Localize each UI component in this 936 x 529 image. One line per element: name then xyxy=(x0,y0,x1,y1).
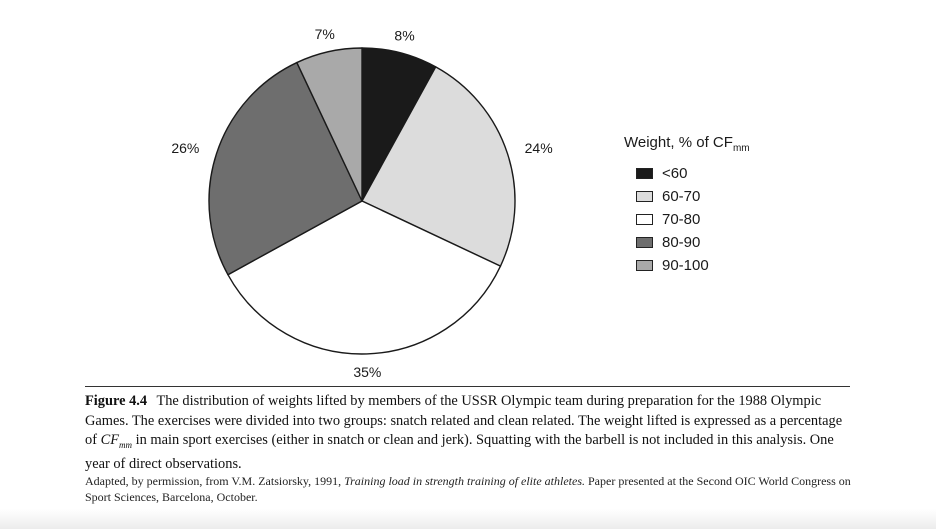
source-text-start: Adapted, by permission, from V.M. Zatsio… xyxy=(85,474,345,488)
legend-item-1: 60-70 xyxy=(624,185,750,208)
source-note: Adapted, by permission, from V.M. Zatsio… xyxy=(85,474,853,505)
pie-slice-3 xyxy=(208,61,363,276)
legend-swatch-4 xyxy=(636,260,653,271)
pie-chart: 8% 24% 35% 26% 7% xyxy=(171,26,553,380)
page-bottom-shadow xyxy=(0,509,936,529)
source-title: Training load in strength training of el… xyxy=(344,474,585,488)
legend-item-3: 80-90 xyxy=(624,231,750,254)
pie-slice-4 xyxy=(296,47,363,202)
source-text-end: Paper presented at the Second OIC World … xyxy=(85,474,851,504)
legend-item-0: <60 xyxy=(624,162,750,185)
chart-legend: Weight, % of CFmm <60 60-70 70-80 80-90 90-1… xyxy=(624,134,750,277)
caption-text-end: in main sport exercises (either in snatc… xyxy=(85,432,834,473)
figure-number: Figure 4.4 xyxy=(85,393,148,409)
legend-label-2: 70-80 xyxy=(662,211,701,228)
caption-divider xyxy=(85,386,850,387)
figure-caption: Figure 4.4 The distribution of weights l… xyxy=(85,392,853,475)
legend-item-2: 70-80 xyxy=(624,208,750,231)
caption-cf-subscript: mm xyxy=(118,439,132,450)
legend-swatch-3 xyxy=(636,237,653,248)
legend-title-main: Weight, % of CF xyxy=(624,134,733,151)
slice-label-2: 35% xyxy=(353,364,381,380)
legend-label-0: <60 xyxy=(662,165,688,182)
caption-cf-symbol: CFmm xyxy=(100,432,132,450)
legend-swatch-1 xyxy=(636,191,653,202)
pie-slice-1 xyxy=(361,66,516,267)
legend-item-4: 90-100 xyxy=(624,254,750,277)
legend-label-4: 90-100 xyxy=(662,257,709,274)
slice-label-3: 26% xyxy=(171,140,199,156)
legend-title: Weight, % of CFmm xyxy=(624,134,750,154)
slice-label-1: 24% xyxy=(525,140,553,156)
legend-swatch-0 xyxy=(636,168,653,179)
pie-slice-2 xyxy=(227,200,502,355)
legend-label-1: 60-70 xyxy=(662,188,701,205)
slice-label-4: 7% xyxy=(315,26,335,42)
legend-label-3: 80-90 xyxy=(662,234,701,251)
legend-title-subscript: mm xyxy=(732,143,750,154)
slice-label-0: 8% xyxy=(394,27,414,43)
caption-cf-main: CF xyxy=(100,432,119,448)
legend-swatch-2 xyxy=(636,214,653,225)
legend-items: <60 60-70 70-80 80-90 90-100 xyxy=(624,162,750,277)
caption-text-start: The distribution of weights lifted by me… xyxy=(85,393,843,448)
